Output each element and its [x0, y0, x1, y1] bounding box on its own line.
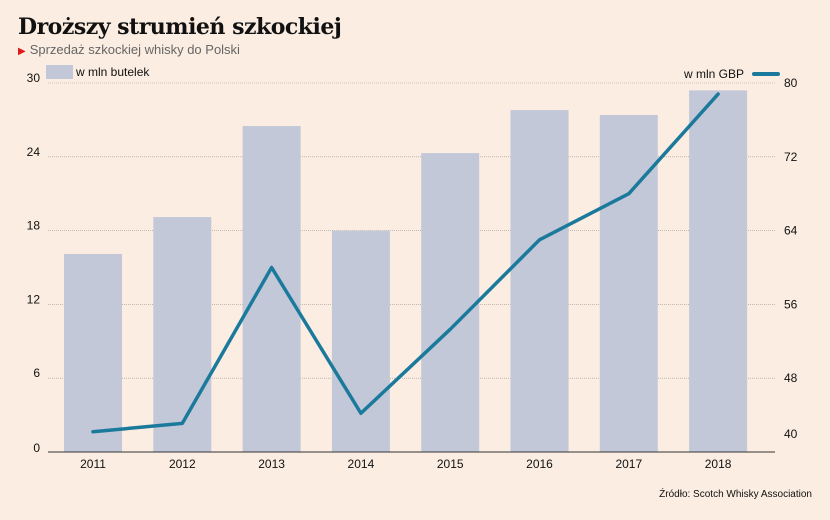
- bar-2012: [153, 217, 212, 452]
- right-tick-label: 48: [784, 371, 798, 385]
- left-tick-label: 24: [27, 145, 41, 159]
- triangle-icon: ▶: [18, 46, 26, 57]
- left-tick-label: 12: [27, 292, 41, 306]
- x-tick-label: 2015: [437, 457, 464, 471]
- bar-2018: [689, 90, 748, 452]
- x-tick-label: 2012: [169, 457, 196, 471]
- chart-subtitle: ▶ Sprzedaż szkockiej whisky do Polski: [18, 42, 240, 57]
- bar-2016: [510, 110, 569, 452]
- right-tick-label: 56: [784, 297, 798, 311]
- legend-label-bottles: w mln butelek: [75, 65, 150, 79]
- left-tick-label: 0: [33, 441, 40, 455]
- x-tick-label: 2017: [615, 457, 642, 471]
- source-note: Źródło: Scotch Whisky Association: [659, 489, 812, 500]
- bar-2015: [421, 153, 480, 453]
- left-tick-label: 18: [27, 219, 41, 233]
- x-tick-label: 2014: [348, 457, 375, 471]
- bar-2011: [64, 253, 122, 452]
- subtitle-text: Sprzedaż szkockiej whisky do Polski: [29, 42, 240, 57]
- x-tick-label: 2011: [80, 457, 106, 471]
- legend-swatch-bottles: [46, 65, 73, 79]
- x-tick-label: 2016: [526, 457, 553, 471]
- right-tick-label: 72: [784, 150, 798, 164]
- left-tick-label: 30: [27, 71, 41, 85]
- x-tick-label: 2018: [705, 457, 732, 471]
- right-tick-label: 80: [784, 76, 798, 90]
- bar-2014: [331, 230, 390, 452]
- bar-2017: [599, 114, 658, 452]
- left-tick-label: 6: [33, 366, 40, 380]
- bar-2013: [242, 126, 301, 453]
- x-tick-label: 2013: [258, 457, 285, 471]
- chart-title: Droższy strumień szkockiej: [18, 14, 342, 40]
- right-tick-label: 64: [784, 224, 798, 238]
- legend-label-gbp: w mln GBP: [683, 67, 744, 81]
- line-series-gbp: [91, 92, 720, 434]
- right-tick-label: 40: [784, 427, 798, 441]
